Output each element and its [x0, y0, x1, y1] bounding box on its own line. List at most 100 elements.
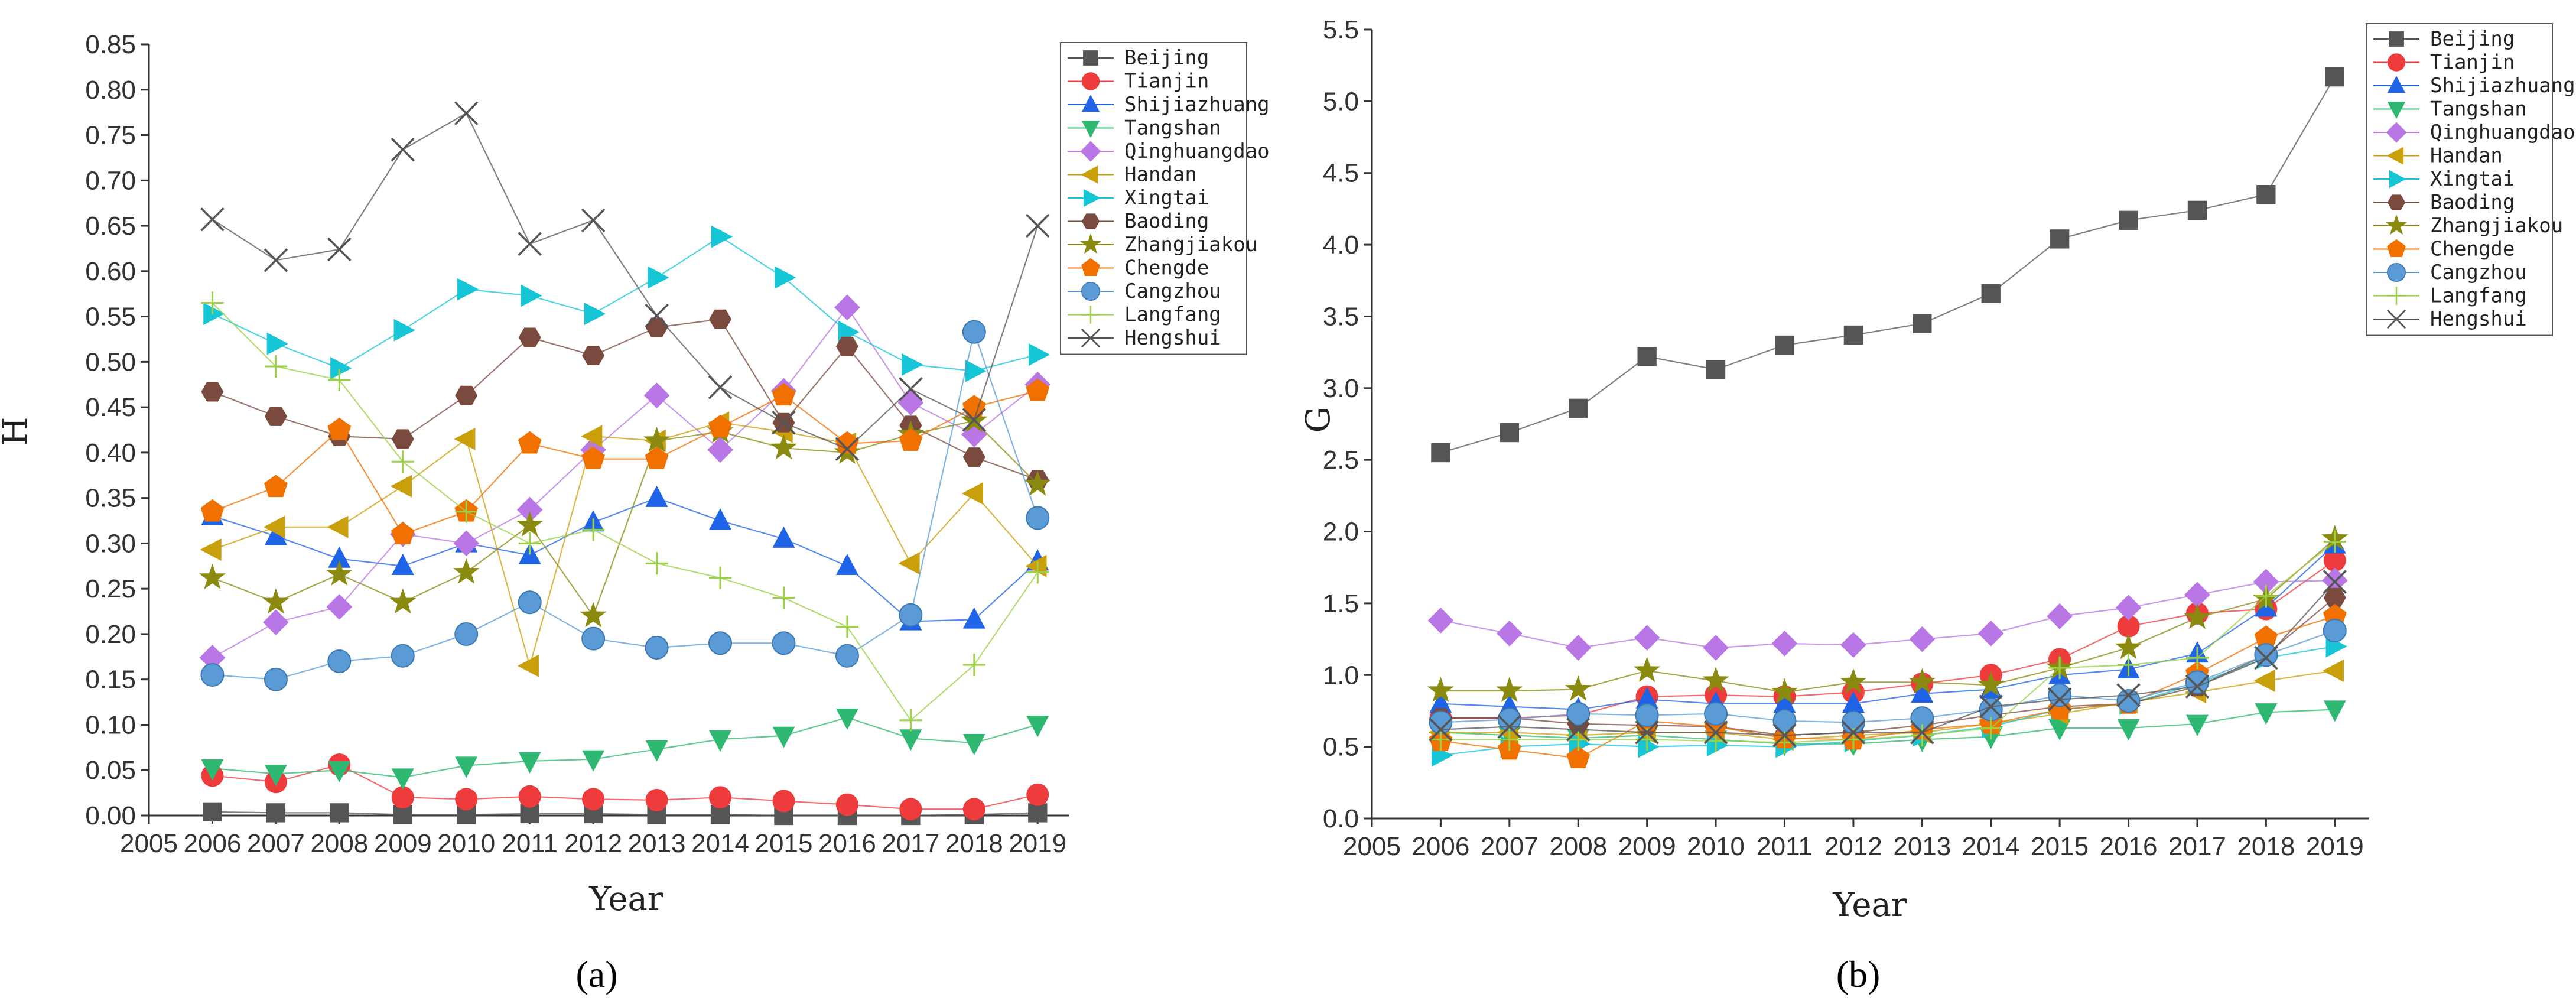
legend-marker [2389, 31, 2404, 47]
legend-marker [1081, 282, 1100, 301]
x-tick-label: 2006 [184, 829, 242, 858]
data-point [455, 788, 478, 811]
data-point [645, 317, 668, 337]
data-point [1024, 470, 1051, 496]
data-point [454, 101, 479, 125]
legend-marker [2387, 102, 2406, 119]
legend-marker-shape [2387, 102, 2406, 119]
legend-marker-shape [2385, 215, 2408, 235]
data-point [518, 532, 541, 555]
x-tick-label: 2015 [755, 829, 813, 858]
data-point [1909, 626, 1936, 652]
series-line [212, 306, 1038, 658]
legend-marker [1081, 165, 1098, 184]
data-point [1638, 735, 1660, 758]
legend-marker [2385, 215, 2408, 235]
data-point [516, 496, 543, 523]
data-point [391, 553, 414, 575]
x-tick-label: 2018 [2237, 832, 2295, 861]
data-point [772, 526, 795, 548]
data-point [709, 566, 732, 589]
data-point [391, 522, 415, 544]
y-tick-label: 4.5 [1323, 159, 1359, 188]
y-tick-label: 3.0 [1323, 374, 1359, 403]
y-tick-label: 1.5 [1323, 589, 1359, 618]
y-tick-label: 5.5 [1323, 15, 1359, 44]
series-line [1440, 645, 2335, 756]
data-point [709, 309, 732, 329]
data-point [772, 410, 796, 435]
legend-marker [2387, 76, 2406, 93]
data-point [2119, 210, 2138, 230]
data-point [1842, 691, 1865, 713]
x-tick-label: 2014 [691, 829, 749, 858]
data-point [1913, 314, 1932, 333]
series-hengshui [1429, 570, 2347, 748]
y-tick-label: 0.5 [1323, 733, 1359, 762]
series-qinghuangdao [199, 294, 1051, 671]
data-point [518, 590, 542, 615]
legend-label: Chengde [2430, 238, 2515, 261]
data-point [1026, 213, 1050, 238]
data-point [1026, 506, 1050, 530]
x-tick-label: 2017 [882, 829, 939, 858]
data-point [582, 346, 605, 366]
data-point [899, 709, 922, 732]
data-point [961, 482, 984, 505]
x-tick-label: 2019 [2306, 832, 2364, 861]
data-point [1706, 734, 1728, 757]
data-point [389, 588, 417, 614]
data-point [2184, 603, 2211, 629]
data-point [1635, 720, 1659, 745]
legend-marker [2386, 309, 2406, 329]
series-zhangjiakou [199, 407, 1051, 628]
data-point [455, 500, 478, 523]
legend-marker-shape [1083, 50, 1098, 66]
data-point [1979, 717, 2002, 740]
data-point [2050, 229, 2070, 249]
data-point [1565, 675, 1592, 701]
data-point [1841, 720, 1866, 745]
data-point [2187, 200, 2207, 220]
data-point [1566, 701, 1591, 726]
x-tick-label: 2016 [818, 829, 876, 858]
series-line [212, 717, 1038, 778]
data-point [645, 485, 668, 507]
x-tick-label: 2012 [1824, 832, 1882, 861]
legend-marker [1081, 306, 1100, 324]
y-tick-label: 3.5 [1323, 302, 1359, 331]
legend-marker-shape [2389, 170, 2406, 189]
legend-label: Baoding [2430, 191, 2515, 215]
data-point [1911, 681, 1934, 703]
x-tick-label: 2010 [1687, 832, 1745, 861]
data-point [1496, 677, 1523, 703]
data-point [518, 785, 541, 808]
data-point [2115, 595, 2142, 621]
x-tick-label: 2007 [247, 829, 305, 858]
series-tianjin [201, 753, 1049, 821]
legend-label: Handan [2430, 144, 2503, 168]
data-point [2117, 615, 2140, 638]
data-point [201, 382, 224, 402]
data-point [203, 302, 225, 325]
data-point [327, 417, 352, 440]
data-point [1567, 728, 1590, 751]
data-point [772, 790, 795, 813]
data-point [1026, 783, 1049, 806]
legend-label: Beijing [2430, 27, 2515, 51]
y-tick-label: 0.70 [85, 166, 136, 195]
data-point [708, 414, 732, 437]
legend-label: Tangshan [1124, 116, 1221, 140]
y-axis-title: G [1299, 407, 1338, 433]
y-tick-label: 2.0 [1323, 518, 1359, 547]
data-point [707, 437, 733, 463]
data-point [264, 407, 287, 426]
data-point [1977, 671, 2005, 697]
data-point [328, 369, 351, 392]
data-point [2048, 683, 2072, 707]
y-tick-label: 0.00 [85, 801, 136, 830]
data-point [264, 524, 287, 545]
x-axis-title: Year [588, 880, 663, 918]
data-point [580, 602, 607, 628]
data-point [834, 294, 860, 321]
